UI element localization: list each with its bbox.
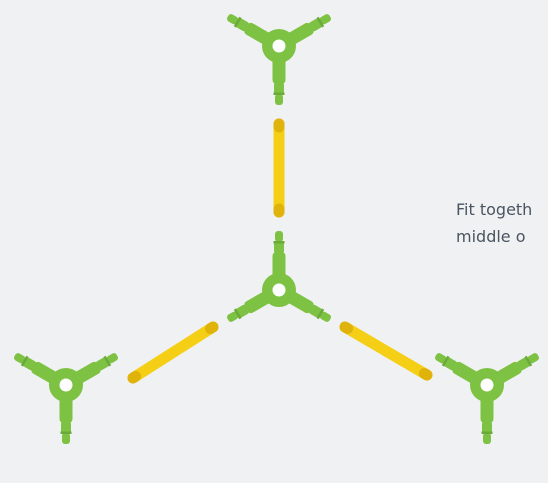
connector-bottom-left: [14, 353, 118, 444]
connector-center: [227, 231, 331, 322]
connector-bottom-right-hole: [480, 378, 494, 392]
instruction-line-1: Fit togeth: [456, 200, 533, 219]
connector-bottom-right: [435, 353, 539, 444]
connector-bottom-left-hole: [59, 378, 73, 392]
straw-lower-right-end: [339, 321, 354, 335]
connector-top-hole: [272, 39, 286, 53]
straw-lower-left-end: [127, 370, 142, 384]
connector-center-hole: [272, 283, 286, 297]
instruction-line-2: middle o: [456, 227, 526, 246]
straw-lower-right: [339, 321, 433, 381]
connectors-group: [14, 14, 539, 444]
straws-group: [127, 118, 433, 384]
connector-top: [227, 14, 331, 105]
straw-lower-left: [127, 321, 219, 384]
straw-lower-left-end: [204, 321, 219, 335]
instruction-text: Fit togeth middle o: [456, 196, 548, 250]
straw-lower-right-end: [418, 367, 433, 381]
